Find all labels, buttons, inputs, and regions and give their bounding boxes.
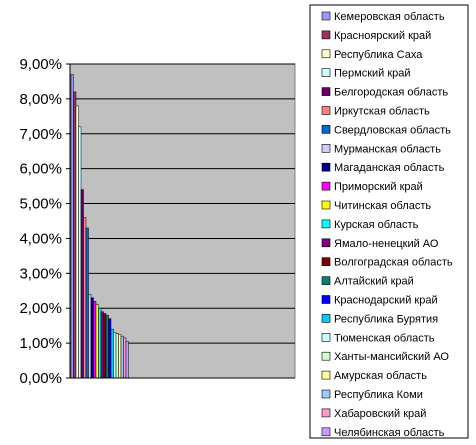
legend-swatch [321, 351, 331, 361]
bar [98, 307, 102, 379]
legend-swatch [321, 219, 331, 229]
legend-swatch [321, 125, 331, 134]
legend-label: Волгоградская область [334, 257, 453, 269]
legend-swatch [321, 68, 331, 77]
bar [85, 227, 89, 379]
legend-swatch [321, 370, 331, 380]
bar [125, 341, 129, 379]
legend-label: Челябинская область [334, 427, 445, 439]
legend-swatch [321, 11, 331, 21]
y-tick-label: 7,00% [19, 126, 62, 143]
legend-label: Кемеровская область [334, 11, 445, 23]
bar [75, 105, 79, 379]
bar [103, 313, 107, 379]
bar [80, 189, 84, 379]
legend-label: Пермский край [334, 68, 411, 80]
legend-swatch [321, 144, 331, 153]
y-tick-label: 6,00% [19, 161, 62, 178]
legend-label: Приморский край [334, 181, 423, 193]
legend-swatch [321, 332, 331, 342]
legend-swatch [321, 238, 331, 248]
legend-swatch [321, 181, 331, 191]
legend-swatch [321, 389, 331, 399]
legend-label: Ямало-ненецкий АО [334, 238, 439, 250]
y-tick-label: 0,00% [19, 370, 62, 387]
legend-swatch [321, 162, 331, 172]
legend-swatch [321, 314, 331, 323]
bar [93, 300, 97, 379]
legend-box [309, 4, 469, 439]
bar [120, 335, 124, 379]
legend-label: Курская область [334, 219, 419, 231]
bar [100, 311, 104, 379]
legend-label: Краснодарский край [334, 295, 438, 307]
legend-label: Хабаровский край [334, 408, 426, 420]
bar [78, 126, 82, 379]
bar [118, 334, 122, 379]
legend-label: Белгородская область [334, 87, 448, 99]
legend-swatch [321, 30, 331, 40]
legend-label: Магаданская область [334, 162, 445, 174]
y-tick-label: 5,00% [19, 196, 62, 213]
bar [115, 333, 119, 379]
bar [70, 74, 74, 379]
bar [123, 337, 127, 379]
bar [108, 318, 112, 379]
bar [105, 314, 109, 379]
legend: Кемеровская область Красноярский край Респ… [321, 11, 453, 439]
y-tick-label: 1,00% [19, 335, 62, 352]
legend-label: Тюменская область [334, 332, 435, 344]
legend-swatch [321, 257, 331, 267]
bar [113, 332, 117, 379]
legend-swatch [321, 106, 331, 115]
legend-label: Республика Саха [334, 49, 423, 61]
y-tick-label: 9,00% [19, 56, 62, 73]
legend-swatch [321, 87, 331, 96]
y-tick-label: 8,00% [19, 91, 62, 108]
legend-label: Иркутская область [334, 106, 430, 118]
legend-swatch [321, 295, 331, 304]
legend-swatch [321, 408, 331, 418]
legend-label: Мурманская область [334, 143, 441, 155]
legend-swatch [321, 276, 331, 285]
bar [83, 217, 87, 379]
legend-label: Амурская область [334, 370, 427, 382]
bar [95, 304, 99, 379]
legend-label: Ханты-мансийский АО [334, 351, 449, 363]
legend-label: Читинская область [334, 200, 431, 212]
bar [110, 328, 114, 379]
y-tick-label: 3,00% [19, 265, 62, 282]
legend-label: Алтайский край [334, 276, 414, 288]
legend-swatch [321, 200, 331, 210]
legend-swatch [321, 427, 331, 437]
legend-label: Свердловская область [334, 124, 451, 136]
bar [90, 297, 94, 379]
legend-label: Республика Бурятия [334, 313, 438, 325]
y-axis-ticks: 0,00% 1,00% 2,00% 3,00% 4,00% 5,00% 6,00% 7,00%… [19, 56, 70, 387]
y-tick-label: 2,00% [19, 300, 62, 317]
y-tick-label: 4,00% [19, 230, 62, 247]
bar [88, 294, 92, 379]
bars [70, 74, 129, 379]
legend-label: Республика Коми [334, 389, 423, 401]
legend-label: Красноярский край [334, 30, 431, 42]
legend-swatch [321, 49, 331, 59]
bar [73, 91, 77, 379]
